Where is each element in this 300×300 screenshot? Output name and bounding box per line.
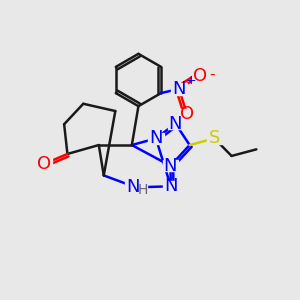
FancyBboxPatch shape (124, 182, 147, 193)
FancyBboxPatch shape (168, 118, 183, 129)
FancyBboxPatch shape (179, 109, 195, 120)
Text: O: O (180, 105, 194, 123)
Text: N: N (164, 157, 177, 175)
FancyBboxPatch shape (207, 133, 222, 144)
FancyBboxPatch shape (163, 181, 178, 192)
FancyBboxPatch shape (163, 160, 178, 172)
FancyBboxPatch shape (148, 133, 164, 144)
Text: N: N (172, 80, 186, 98)
Text: H: H (137, 183, 148, 197)
FancyBboxPatch shape (192, 70, 208, 81)
FancyBboxPatch shape (171, 83, 187, 94)
Text: N: N (126, 178, 140, 196)
Text: S: S (209, 129, 220, 147)
Text: N: N (169, 115, 182, 133)
Text: O: O (193, 67, 207, 85)
Text: O: O (37, 155, 51, 173)
Text: -: - (209, 67, 214, 82)
FancyBboxPatch shape (37, 158, 52, 169)
Text: N: N (149, 129, 163, 147)
Text: N: N (164, 177, 178, 195)
Text: +: + (186, 74, 196, 87)
